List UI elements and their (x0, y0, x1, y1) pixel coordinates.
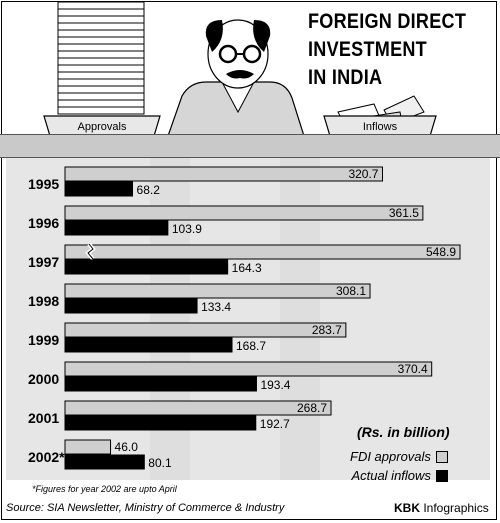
inflows-bar (64, 259, 229, 275)
source-note: Source: SIA Newsletter, Ministry of Comm… (6, 502, 285, 514)
year-label: 1997 (28, 254, 59, 270)
credit: KBK Infographics (394, 501, 489, 515)
inflows-value-label: 68.2 (137, 183, 161, 197)
year-label: 2002* (28, 449, 65, 465)
approvals-bar (64, 400, 332, 416)
inflows-bar (64, 181, 134, 197)
legend-swatch-approvals (435, 450, 448, 463)
credit-brand: KBK (394, 501, 420, 515)
credit-text: Infographics (420, 501, 489, 515)
year-label: 1995 (28, 176, 59, 192)
inflows-value-label: 193.4 (260, 378, 290, 392)
approvals-value-label: 46.0 (115, 440, 139, 454)
inflows-value-label: 192.7 (260, 417, 290, 431)
approvals-tray-label: Approvals (78, 121, 127, 133)
approvals-paper-stack (57, 1, 145, 115)
inflows-value-label: 133.4 (201, 300, 231, 314)
year-label: 1999 (28, 332, 59, 348)
approvals-bar (64, 361, 433, 377)
inflows-value-label: 168.7 (236, 339, 266, 353)
counter-top (0, 134, 500, 158)
approvals-value-label: 361.5 (389, 206, 419, 220)
inflows-tray-label: Inflows (363, 121, 398, 133)
inflows-bar (64, 220, 169, 236)
approvals-bar (64, 205, 424, 221)
page-title: FOREIGN DIRECT INVESTMENT IN INDIA (308, 8, 471, 92)
inflows-value-label: 103.9 (172, 222, 202, 236)
official-figure (167, 19, 305, 137)
legend-swatch-inflows (435, 469, 448, 482)
inflows-bar (64, 337, 233, 353)
footnote: *Figures for year 2002 are upto April (32, 484, 177, 494)
approvals-bar (64, 283, 371, 299)
legend-item-inflows: Actual inflows (350, 466, 448, 485)
legend-label-inflows: Actual inflows (351, 468, 431, 483)
year-label: 2001 (28, 410, 59, 426)
year-label: 1996 (28, 215, 59, 231)
approvals-value-label: 320.7 (348, 167, 378, 181)
approvals-value-label: 308.1 (336, 284, 366, 298)
inflows-bar (64, 415, 257, 431)
approvals-value-label: 283.7 (312, 323, 342, 337)
illustration: Approvals Inflows (43, 1, 437, 137)
legend: FDI approvals Actual inflows (350, 447, 448, 485)
approvals-value-label: 548.9 (426, 245, 456, 259)
approvals-bar (64, 439, 112, 455)
approvals-bar (64, 166, 383, 182)
title-line-3: IN INDIA (308, 66, 383, 89)
unit-note: (Rs. in billion) (357, 424, 450, 440)
legend-item-approvals: FDI approvals (350, 447, 448, 466)
year-label: 1998 (28, 293, 59, 309)
year-label: 2000 (28, 371, 59, 387)
approvals-value-label: 370.4 (398, 362, 428, 376)
inflows-value-label: 80.1 (148, 456, 172, 470)
title-line-1: FOREIGN DIRECT (308, 10, 467, 33)
inflows-bar (64, 454, 145, 470)
legend-label-approvals: FDI approvals (350, 449, 431, 464)
title-line-2: INVESTMENT (308, 38, 427, 61)
approvals-bar (64, 322, 347, 338)
inflows-value-label: 164.3 (232, 261, 262, 275)
approvals-value-label: 268.7 (297, 401, 327, 415)
axis-break-mark (87, 243, 94, 260)
inflows-bar (64, 298, 198, 314)
inflows-bar (64, 376, 257, 392)
approvals-bar (64, 244, 461, 260)
fdi-bar-chart: 1995 320.7 68.2 1996 361.5 103.9 1997 548.9 164.… (6, 158, 490, 480)
